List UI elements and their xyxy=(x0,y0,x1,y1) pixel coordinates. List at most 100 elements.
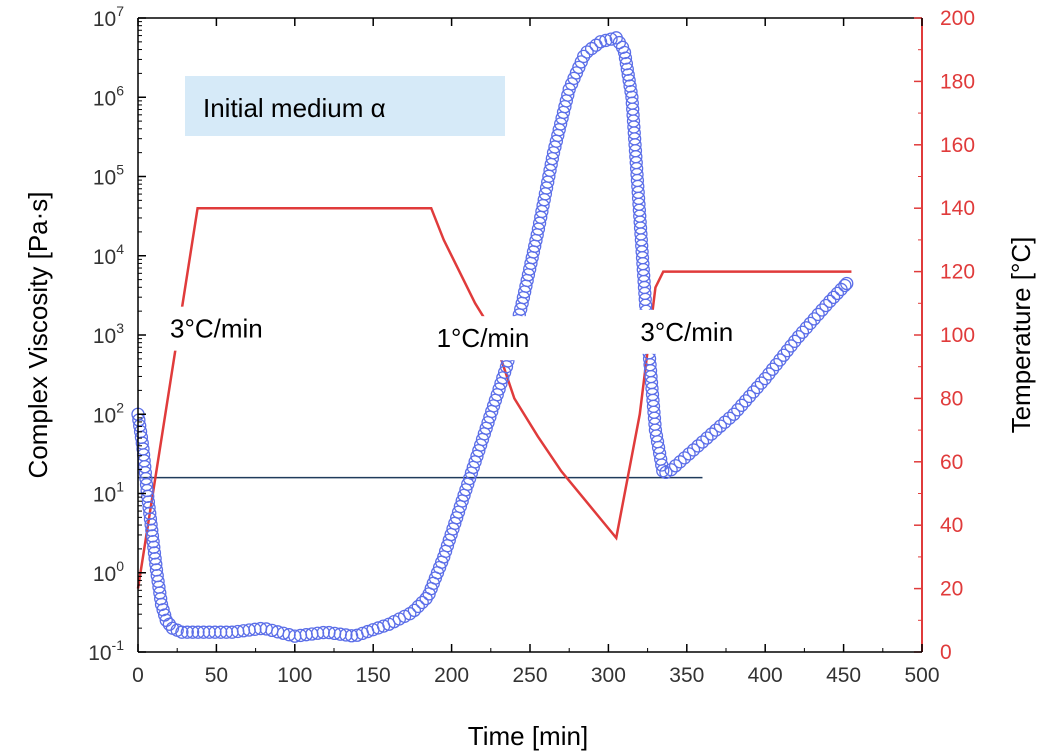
legend-box: Initial medium α xyxy=(185,76,505,136)
left-tick-label: 106 xyxy=(93,82,124,110)
viscosity-point xyxy=(803,316,817,331)
rate-annotation: 1°C/min xyxy=(437,323,530,353)
left-tick-label: 100 xyxy=(93,558,124,586)
viscosity-point xyxy=(175,625,189,639)
x-tick-label: 100 xyxy=(277,664,312,687)
viscosity-point xyxy=(738,394,753,408)
viscosity-point xyxy=(191,625,205,639)
viscosity-point xyxy=(722,411,737,425)
right-tick-label: 20 xyxy=(940,578,963,601)
viscosity-point xyxy=(838,278,852,293)
viscosity-point xyxy=(735,398,749,412)
x-tick-label: 500 xyxy=(904,664,939,687)
legend-box-background xyxy=(185,76,505,136)
viscosity-point xyxy=(765,362,780,376)
left-tick-label: 103 xyxy=(93,320,124,348)
viscosity-point xyxy=(664,463,678,477)
right-tick-label: 140 xyxy=(940,197,975,220)
x-tick-label: 250 xyxy=(512,664,547,687)
left-tick-label: 102 xyxy=(93,399,124,427)
viscosity-point xyxy=(727,407,741,421)
viscosity-point xyxy=(682,447,696,461)
viscosity-point xyxy=(788,334,802,348)
x-tick-label: 200 xyxy=(434,664,469,687)
viscosity-point xyxy=(339,628,353,642)
viscosity-point xyxy=(769,357,783,372)
right-tick-label: 100 xyxy=(940,324,975,347)
rate-annotations: 3°C/min 1°C/min 3°C/min xyxy=(158,306,747,361)
viscosity-point xyxy=(709,423,723,437)
viscosity-point xyxy=(840,276,854,291)
right-y-axis-title: Temperature [°C] xyxy=(1006,237,1036,434)
x-axis-title: Time [min] xyxy=(468,721,588,751)
viscosity-point xyxy=(830,286,844,301)
viscosity-point xyxy=(795,325,810,339)
viscosity-point xyxy=(580,45,594,59)
rate-annotation-background xyxy=(424,316,543,361)
viscosity-point xyxy=(403,607,417,621)
viscosity-point xyxy=(677,451,692,465)
rate-annotation-background xyxy=(628,309,747,354)
viscosity-point xyxy=(776,348,791,362)
right-tick-label: 160 xyxy=(940,134,975,157)
viscosity-point xyxy=(758,371,772,386)
rate-annotation-background xyxy=(158,306,277,351)
viscosity-point xyxy=(577,49,591,64)
viscosity-point xyxy=(180,625,194,639)
viscosity-point xyxy=(668,459,683,473)
rate-annotation: 3°C/min xyxy=(640,317,733,347)
viscosity-point xyxy=(593,35,608,49)
right-y-axis: 0 20 40 60 80 100 120 140 160 180 200 xyxy=(914,7,975,664)
right-tick-label: 60 xyxy=(940,451,963,474)
x-axis: 0 50 100 150 200 250 300 350 400 450 500 xyxy=(132,18,940,687)
viscosity-point xyxy=(415,595,429,610)
viscosity-point xyxy=(799,321,814,335)
viscosity-point xyxy=(750,380,765,395)
viscosity-point xyxy=(780,343,794,358)
viscosity-point xyxy=(742,389,757,404)
viscosity-point xyxy=(754,376,768,390)
right-tick-label: 80 xyxy=(940,387,963,410)
left-tick-label: 101 xyxy=(93,479,124,507)
viscosity-point xyxy=(186,625,200,639)
viscosity-point xyxy=(807,312,821,326)
x-tick-label: 350 xyxy=(669,664,704,687)
right-tick-label: 180 xyxy=(940,70,975,93)
viscosity-point xyxy=(762,367,776,381)
viscosity-point xyxy=(731,403,745,417)
x-tick-label: 50 xyxy=(205,664,228,687)
left-tick-label: 107 xyxy=(93,3,124,31)
x-tick-label: 150 xyxy=(356,664,391,687)
right-tick-label: 0 xyxy=(940,641,952,664)
viscosity-point xyxy=(700,431,714,445)
viscosity-point xyxy=(819,298,833,313)
viscosity-point xyxy=(811,307,825,322)
viscosity-point xyxy=(718,415,732,429)
viscosity-point xyxy=(695,435,710,449)
viscosity-point xyxy=(407,603,422,618)
right-tick-label: 40 xyxy=(940,514,963,537)
viscosity-point xyxy=(686,443,701,457)
x-tick-label: 300 xyxy=(591,664,626,687)
right-tick-label: 200 xyxy=(940,7,975,30)
left-tick-label: 104 xyxy=(93,241,124,269)
viscosity-point xyxy=(815,303,829,317)
left-tick-label: 105 xyxy=(93,162,124,190)
viscosity-point xyxy=(826,290,841,305)
x-tick-label: 0 xyxy=(132,664,144,687)
viscosity-point xyxy=(713,419,728,433)
x-tick-label: 450 xyxy=(826,664,861,687)
left-y-axis-title: Complex Viscosity [Pa·s] xyxy=(23,191,53,478)
left-tick-label: 10-1 xyxy=(88,637,124,665)
rate-annotation: 3°C/min xyxy=(170,314,263,344)
viscosity-point xyxy=(746,385,761,399)
viscosity-point xyxy=(704,427,719,441)
viscosity-point xyxy=(344,629,359,643)
viscosity-point xyxy=(773,353,787,367)
viscosity-point xyxy=(584,41,599,56)
viscosity-point xyxy=(604,32,618,46)
legend-box-text: Initial medium α xyxy=(203,93,386,123)
x-tick-label: 400 xyxy=(748,664,783,687)
